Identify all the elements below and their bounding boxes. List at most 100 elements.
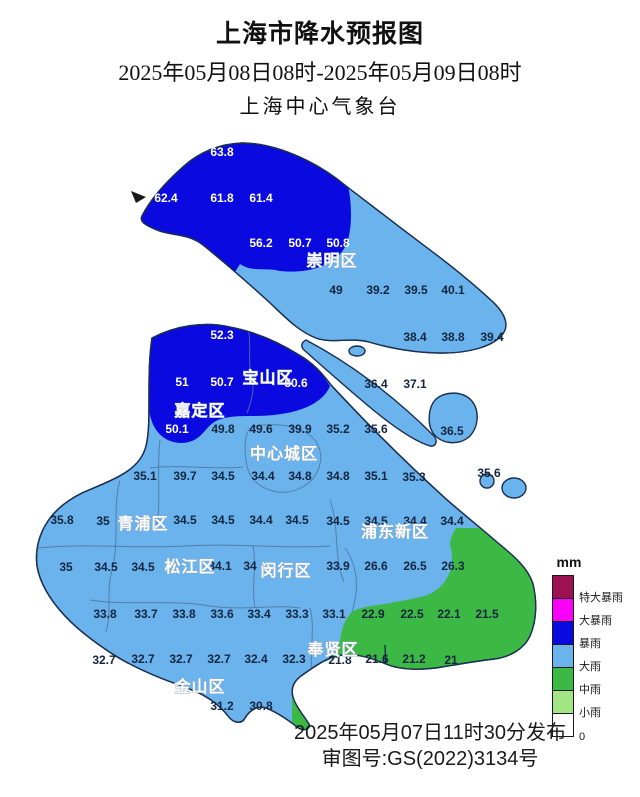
district-label: 松江区: [164, 557, 215, 576]
legend-item: 0: [552, 713, 585, 743]
cursor-arrow-icon: [131, 191, 146, 203]
legend-item: 特大暴雨: [552, 575, 623, 604]
precip-value: 33.6: [210, 607, 234, 621]
legend-swatch: [552, 621, 574, 645]
district-label: 浦东新区: [361, 522, 429, 541]
precip-value: 22.1: [437, 607, 461, 621]
precip-value: 26.6: [364, 559, 388, 573]
legend-unit: mm: [556, 554, 582, 570]
precip-value: 36.4: [364, 377, 388, 391]
precip-value: 49.8: [211, 422, 235, 436]
jiading-baoshan-storm-zone: [148, 324, 330, 443]
precip-value: 35.3: [402, 470, 426, 484]
precip-value: 40.1: [441, 283, 465, 297]
legend-label: 暴雨: [579, 638, 601, 650]
district-label: 闵行区: [260, 561, 311, 580]
precip-value: 38.8: [441, 330, 465, 344]
precip-value: 32.7: [131, 652, 155, 666]
hengsha-island-shape: [428, 392, 478, 444]
precip-value: 35: [96, 514, 110, 528]
precip-value: 26.5: [403, 559, 427, 573]
legend-swatch: [552, 598, 574, 622]
district-label: 青浦区: [117, 514, 168, 533]
precip-value: 50.7: [288, 236, 312, 250]
district-borders: [37, 326, 357, 675]
legend-label: 大雨: [579, 661, 601, 673]
precip-value: 32.7: [92, 653, 116, 667]
precip-value: 21.5: [475, 607, 499, 621]
precip-value: 56.2: [249, 236, 273, 250]
precip-value: 39.5: [404, 283, 428, 297]
legend: mm 特大暴雨 大暴雨暴雨大雨中雨小雨 0: [552, 554, 638, 743]
district-label: 崇明区: [306, 251, 357, 270]
precip-value: 34.5: [211, 469, 235, 483]
precip-value: 34.4: [249, 513, 273, 527]
legend-item: 大暴雨: [552, 598, 612, 627]
issue-time: 2025年05月07日11时30分发布: [294, 722, 566, 744]
precip-value: 39.4: [480, 330, 504, 344]
legend-item: 大雨: [552, 644, 601, 673]
precip-value: 21.2: [402, 652, 426, 666]
small-island: [348, 345, 366, 357]
page-title: 上海市降水预报图: [215, 20, 424, 48]
precip-value: 21.8: [328, 653, 352, 667]
legend-label: 特大暴雨: [579, 592, 623, 604]
precip-value: 35.1: [133, 469, 157, 483]
legend-item: 中雨: [552, 667, 601, 696]
precip-value: 33.1: [322, 607, 346, 621]
legend-swatch: [552, 644, 574, 668]
legend-swatch: [552, 690, 574, 714]
precip-value: 34.4: [403, 514, 427, 528]
precip-value: 61.8: [210, 191, 234, 205]
precip-value: 50.6: [284, 376, 308, 390]
precip-value: 38.4: [403, 330, 427, 344]
precip-value: 34.5: [94, 560, 118, 574]
precip-value: 35.1: [364, 469, 388, 483]
precip-value: 32.7: [207, 652, 231, 666]
legend-swatch: [552, 575, 574, 599]
legend-label: 中雨: [579, 684, 601, 696]
precip-value: 33.9: [326, 559, 350, 573]
precip-value: 34.5: [364, 514, 388, 528]
precip-value: 52.3: [210, 328, 234, 342]
precip-value: 33.8: [172, 607, 196, 621]
precip-value: 32.7: [169, 652, 193, 666]
footer: 2025年05月07日11时30分发布 审图号:GS(2022)3134号: [269, 720, 591, 772]
precip-value: 49: [329, 283, 343, 297]
precip-value: 32.4: [244, 652, 268, 666]
precip-value: 35.8: [50, 513, 74, 527]
legend-item: 小雨: [552, 690, 601, 719]
precip-value: 35: [59, 560, 73, 574]
precip-value: 22.5: [400, 607, 424, 621]
precip-value: 34: [243, 559, 257, 573]
precip-value: 34.8: [288, 469, 312, 483]
mainland-coastline: [35, 323, 537, 731]
precip-value: 22.9: [361, 607, 385, 621]
precip-value: 32.3: [282, 652, 306, 666]
district-label: 嘉定区: [173, 401, 225, 420]
precip-value: 39.2: [366, 283, 390, 297]
legend-label: 小雨: [579, 707, 601, 719]
precip-value: 34.5: [285, 513, 309, 527]
precip-value: 63.8: [210, 145, 234, 159]
district-label: 金山区: [173, 677, 225, 696]
precip-value: 33.8: [93, 607, 117, 621]
changxing-island-shape: [301, 339, 437, 447]
district-label: 奉贤区: [306, 640, 358, 659]
district-label: 宝山区: [242, 368, 293, 387]
precip-value: 35.6: [477, 466, 501, 480]
precip-value: 33.7: [134, 607, 158, 621]
precip-value: 33.4: [247, 607, 271, 621]
precip-value: 34.1: [208, 559, 232, 573]
precip-value: 50.8: [326, 236, 350, 250]
precip-value: 34.5: [326, 514, 350, 528]
small-island: [479, 473, 495, 489]
precip-value: 61.4: [249, 191, 273, 205]
precip-value: 35.2: [326, 422, 350, 436]
precip-value: 39.7: [173, 469, 197, 483]
precip-value: 35.6: [364, 422, 388, 436]
precip-value: 34.5: [131, 560, 155, 574]
